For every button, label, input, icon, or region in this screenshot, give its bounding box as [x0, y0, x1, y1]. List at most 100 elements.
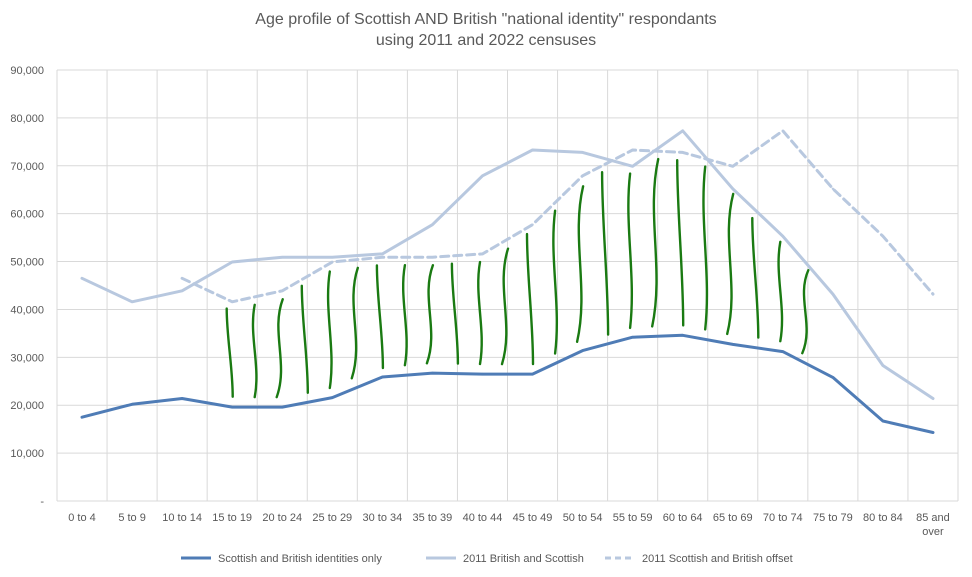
- data-point: [781, 129, 785, 133]
- x-tick-label-line: 65 to 69: [713, 512, 753, 524]
- x-tick-label-line: over: [922, 526, 944, 538]
- x-tick-label-line: 80 to 84: [863, 512, 903, 524]
- data-point: [631, 165, 634, 168]
- hatch-stroke: [702, 165, 709, 331]
- hatch-stroke: [525, 232, 535, 366]
- data-point: [230, 260, 234, 264]
- x-tick-label-line: 35 to 39: [413, 512, 453, 524]
- chart-title-line: Age profile of Scottish AND British "nat…: [255, 11, 716, 28]
- data-point: [531, 372, 534, 376]
- x-tick-label-line: 10 to 14: [162, 512, 202, 524]
- x-axis-ticks: 0 to 4 5 to 9 10 to 14 15 to 19 20 to 24 25 t…: [68, 512, 950, 538]
- hatch-stroke: [801, 269, 810, 355]
- x-tick-label-line: 0 to 4: [68, 512, 96, 524]
- series-1: [80, 129, 935, 400]
- data-point: [80, 415, 84, 419]
- x-tick-label-line: 50 to 54: [563, 512, 603, 524]
- x-tick-label: 80 to 84: [863, 512, 903, 524]
- series-0: [80, 333, 935, 434]
- hatch-stroke: [500, 247, 510, 366]
- y-tick-label: 30,000: [10, 352, 44, 364]
- x-tick-label: 55 to 59: [613, 512, 653, 524]
- x-tick-label: 60 to 64: [663, 512, 703, 524]
- series-line: [80, 333, 935, 434]
- data-point: [781, 350, 785, 353]
- data-point: [581, 174, 584, 178]
- legend-label: Scottish and British identities only: [218, 553, 382, 565]
- data-point: [881, 234, 885, 238]
- series-layer: [80, 129, 935, 434]
- hatch-stroke: [300, 284, 309, 394]
- legend-item: 2011 Scottish and British offset: [605, 553, 793, 565]
- x-tick-label-line: 85 and: [916, 512, 950, 524]
- legend: Scottish and British identities only 2011…: [181, 553, 793, 565]
- x-tick-label: 20 to 24: [262, 512, 302, 524]
- y-axis-ticks: - 10,000 20,000 30,000 40,000 50,000 60,000 70,…: [10, 65, 44, 508]
- y-tick-label: 10,000: [10, 448, 44, 460]
- x-tick-label-line: 5 to 9: [118, 512, 146, 524]
- x-tick-label-line: 45 to 49: [513, 512, 553, 524]
- x-tick-label-line: 70 to 74: [763, 512, 803, 524]
- series-line: [80, 129, 935, 400]
- y-tick-label: 20,000: [10, 400, 44, 412]
- data-point: [731, 343, 734, 346]
- data-point: [881, 419, 885, 423]
- data-point: [130, 403, 134, 406]
- data-point: [431, 371, 434, 375]
- data-point: [281, 289, 284, 292]
- data-point: [831, 187, 835, 190]
- data-point: [230, 300, 234, 303]
- data-point: [581, 349, 584, 352]
- x-tick-label-line: 20 to 24: [262, 512, 302, 524]
- x-tick-label: 40 to 44: [463, 512, 503, 524]
- data-point: [731, 187, 734, 190]
- hatch-stroke: [275, 298, 284, 399]
- y-tick-label: 70,000: [10, 161, 44, 173]
- x-tick-label: 5 to 9: [118, 512, 146, 524]
- data-point: [80, 277, 84, 280]
- hatch-stroke: [401, 264, 408, 367]
- x-tick-label-line: 15 to 19: [212, 512, 252, 524]
- hatch-stroke: [726, 192, 735, 336]
- hatch-stroke: [225, 307, 234, 398]
- data-point: [831, 376, 835, 379]
- x-tick-label: 0 to 4: [68, 512, 96, 524]
- legend-item: Scottish and British identities only: [181, 553, 382, 565]
- x-tick-label-line: 30 to 34: [362, 512, 402, 524]
- data-point: [681, 334, 684, 337]
- hatch-stroke: [552, 209, 559, 355]
- x-tick-label: 70 to 74: [763, 512, 803, 524]
- data-point: [931, 431, 935, 434]
- x-tick-label: 85 and over: [916, 512, 950, 538]
- y-tick-label: -: [40, 496, 44, 508]
- x-tick-label-line: 40 to 44: [463, 512, 503, 524]
- data-point: [431, 256, 434, 259]
- data-point: [581, 151, 584, 154]
- data-point: [130, 300, 134, 303]
- y-tick-label: 80,000: [10, 113, 44, 125]
- chart-title-line: using 2011 and 2022 censuses: [376, 32, 596, 49]
- series-2: [180, 129, 935, 304]
- x-tick-label: 30 to 34: [362, 512, 402, 524]
- x-tick-label: 10 to 14: [162, 512, 202, 524]
- hatch-stroke: [425, 264, 435, 365]
- data-point: [631, 336, 634, 339]
- hatch-stroke: [751, 216, 760, 339]
- hatch-stroke: [676, 159, 685, 327]
- hatch-stroke: [350, 266, 359, 380]
- x-tick-label: 45 to 49: [513, 512, 553, 524]
- data-point: [331, 256, 334, 259]
- y-tick-label: 90,000: [10, 65, 44, 77]
- data-point: [180, 397, 184, 400]
- hatch-stroke: [600, 171, 610, 336]
- x-tick-label-line: 75 to 79: [813, 512, 853, 524]
- data-point: [281, 405, 284, 409]
- y-tick-label: 40,000: [10, 304, 44, 316]
- hatch-stroke: [627, 172, 634, 330]
- hatch-stroke: [651, 157, 660, 328]
- hatch-stroke: [477, 260, 483, 366]
- data-point: [381, 252, 384, 256]
- x-tick-label-line: 60 to 64: [663, 512, 703, 524]
- legend-item: 2011 British and Scottish: [426, 553, 584, 565]
